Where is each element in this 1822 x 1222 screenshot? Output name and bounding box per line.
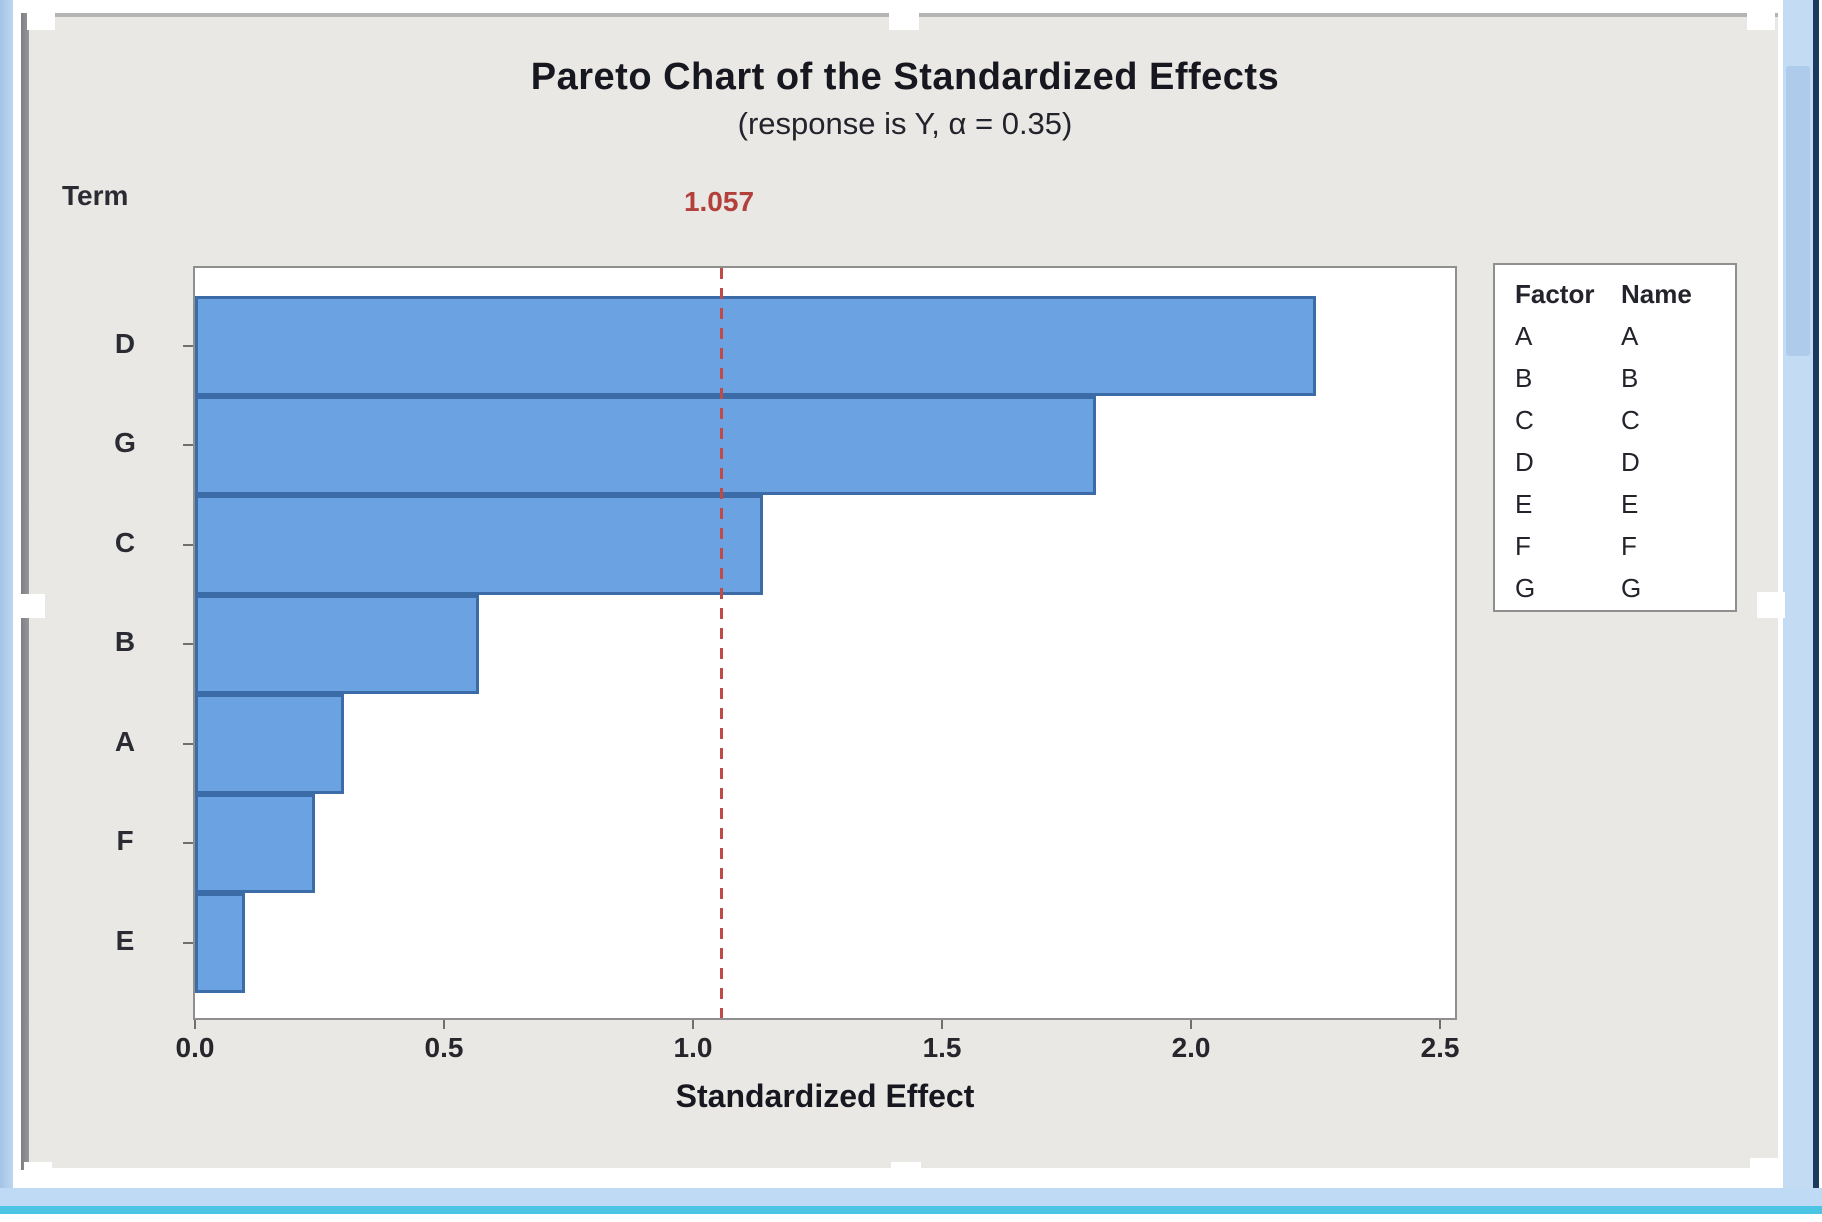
- y-tick-label-A: A: [114, 725, 136, 757]
- selection-handle-bottom-left[interactable]: [24, 1162, 52, 1186]
- window-bottom-band: [0, 1188, 1822, 1206]
- x-tick-label-2.5: 2.5: [1420, 1032, 1460, 1063]
- y-tick-G: [183, 444, 193, 447]
- window-bottom-accent: [0, 1206, 1822, 1214]
- y-axis-title: Term: [62, 180, 129, 211]
- legend-cell: F: [1515, 531, 1531, 561]
- x-axis-title: Standardized Effect: [675, 1078, 975, 1114]
- y-tick-label-G: G: [114, 427, 136, 459]
- y-tick-C: [183, 543, 193, 546]
- legend-cell: F: [1621, 531, 1637, 561]
- plot-area: [193, 266, 1457, 1020]
- legend-cell: B: [1621, 363, 1639, 393]
- y-tick-E: [183, 941, 193, 944]
- x-tick-2.0: [1190, 1020, 1193, 1029]
- legend-header-factor: Factor: [1515, 279, 1595, 309]
- legend-cell: B: [1515, 363, 1533, 393]
- window-right-border: [1813, 0, 1819, 1190]
- selection-handle-mid-left[interactable]: [17, 594, 45, 618]
- significance-reference-line: [720, 268, 724, 1018]
- bar-B: [195, 594, 479, 694]
- bar-D: [195, 296, 1316, 396]
- selection-handle-top-left[interactable]: [27, 8, 55, 30]
- y-tick-label-F: F: [116, 825, 134, 857]
- x-tick-label-1.5: 1.5: [922, 1032, 962, 1063]
- y-tick-label-B: B: [114, 626, 136, 658]
- y-tick-label-D: D: [114, 327, 136, 359]
- reference-line-label: 1.057: [683, 186, 755, 217]
- y-tick-label-E: E: [115, 924, 135, 956]
- scrollbar-thumb[interactable]: [1786, 66, 1810, 356]
- selection-handle-top-center[interactable]: [889, 8, 919, 30]
- legend-cell: A: [1515, 321, 1533, 351]
- image-left-border: [21, 13, 29, 1170]
- bar-C: [195, 495, 763, 595]
- factor-legend: Factor Name A A B B C C D D E E F F G G: [1493, 263, 1737, 612]
- window-left-edge: [0, 0, 13, 1190]
- bar-F: [195, 793, 315, 893]
- bar-A: [195, 694, 345, 794]
- y-tick-B: [183, 643, 193, 646]
- chart-subtitle: (response is Y, α = 0.35): [737, 106, 1073, 141]
- legend-cell: E: [1621, 489, 1639, 519]
- x-tick-label-0.5: 0.5: [424, 1032, 464, 1063]
- selection-handle-mid-right[interactable]: [1757, 592, 1785, 618]
- x-tick-1.5: [941, 1020, 944, 1029]
- x-tick-1.0: [692, 1020, 695, 1029]
- x-tick-label-1.0: 1.0: [673, 1032, 713, 1063]
- chart-title: Pareto Chart of the Standardized Effects: [530, 56, 1280, 98]
- legend-cell: E: [1515, 489, 1533, 519]
- y-tick-label-C: C: [114, 526, 136, 558]
- x-tick-2.5: [1439, 1020, 1442, 1029]
- legend-cell: D: [1515, 447, 1534, 477]
- x-tick-label-2.0: 2.0: [1171, 1032, 1211, 1063]
- x-tick-0.5: [443, 1020, 445, 1029]
- x-tick-label-0.0: 0.0: [175, 1032, 215, 1063]
- y-tick-F: [183, 842, 193, 845]
- legend-cell: G: [1515, 573, 1536, 603]
- legend-cell: C: [1515, 405, 1534, 435]
- legend-cell: G: [1621, 573, 1642, 603]
- selection-handle-bottom-center[interactable]: [891, 1162, 921, 1186]
- x-tick-0.0: [194, 1020, 196, 1029]
- legend-header-name: Name: [1621, 279, 1692, 309]
- selection-handle-top-right[interactable]: [1747, 8, 1775, 30]
- selection-handle-bottom-right[interactable]: [1750, 1158, 1778, 1184]
- y-tick-D: [183, 344, 193, 347]
- legend-cell: A: [1621, 321, 1639, 351]
- bar-E: [195, 893, 245, 993]
- y-tick-A: [183, 742, 193, 745]
- legend-cell: D: [1621, 447, 1640, 477]
- legend-cell: C: [1621, 405, 1640, 435]
- bar-G: [195, 395, 1097, 495]
- legend-header-row: Factor Name: [1515, 273, 1735, 315]
